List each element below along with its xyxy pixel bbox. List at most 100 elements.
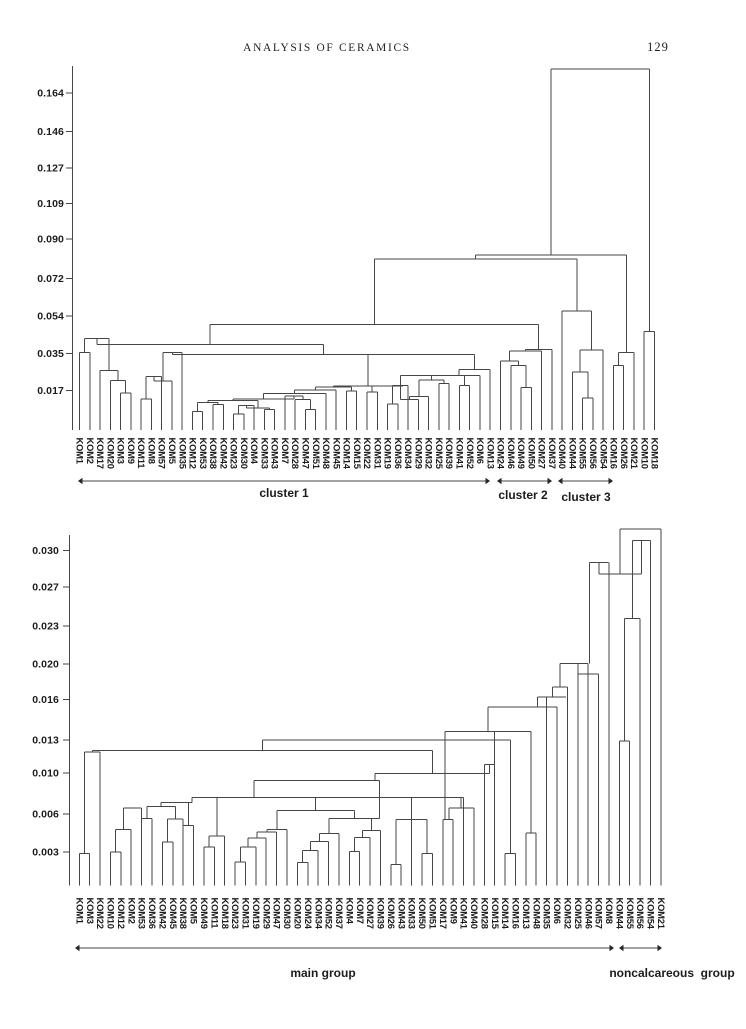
svg-text:KOM20: KOM20 bbox=[293, 898, 304, 929]
svg-text:KOM55: KOM55 bbox=[578, 438, 589, 469]
svg-text:KOM30: KOM30 bbox=[239, 438, 250, 469]
svg-text:KOM14: KOM14 bbox=[500, 898, 511, 930]
svg-text:0.023: 0.023 bbox=[32, 621, 59, 633]
svg-text:KOM57: KOM57 bbox=[594, 898, 605, 929]
svg-text:KOM21: KOM21 bbox=[629, 438, 640, 469]
svg-text:KOM10: KOM10 bbox=[639, 438, 650, 469]
svg-text:KOM19: KOM19 bbox=[251, 898, 262, 929]
svg-text:0.072: 0.072 bbox=[37, 273, 64, 285]
svg-text:KOM25: KOM25 bbox=[434, 438, 445, 469]
svg-text:KOM39: KOM39 bbox=[444, 438, 455, 469]
svg-text:KOM20: KOM20 bbox=[105, 438, 116, 469]
svg-text:0.164: 0.164 bbox=[37, 88, 64, 100]
svg-text:KOM40: KOM40 bbox=[557, 438, 568, 469]
svg-text:0.030: 0.030 bbox=[32, 545, 59, 557]
svg-text:KOM5: KOM5 bbox=[189, 898, 200, 924]
svg-text:0.035: 0.035 bbox=[37, 348, 64, 360]
svg-text:KOM16: KOM16 bbox=[511, 898, 522, 929]
svg-text:main group: main group bbox=[290, 966, 355, 980]
svg-text:KOM44: KOM44 bbox=[568, 438, 579, 470]
svg-text:KOM39: KOM39 bbox=[376, 898, 387, 929]
svg-text:KOM44: KOM44 bbox=[614, 898, 625, 930]
svg-text:KOM35: KOM35 bbox=[177, 438, 188, 469]
svg-text:cluster 1: cluster 1 bbox=[259, 486, 309, 500]
svg-text:0.020: 0.020 bbox=[32, 659, 59, 671]
svg-text:KOM4: KOM4 bbox=[249, 438, 260, 465]
svg-text:KOM12: KOM12 bbox=[116, 898, 127, 929]
svg-text:KOM9: KOM9 bbox=[126, 438, 137, 464]
svg-text:KOM1: KOM1 bbox=[75, 438, 86, 464]
svg-text:KOM56: KOM56 bbox=[588, 438, 599, 469]
svg-text:KOM38: KOM38 bbox=[178, 898, 189, 929]
svg-text:KOM42: KOM42 bbox=[218, 438, 229, 469]
svg-text:KOM8: KOM8 bbox=[604, 898, 615, 924]
svg-text:KOM31: KOM31 bbox=[241, 898, 252, 929]
svg-text:KOM48: KOM48 bbox=[531, 898, 542, 929]
svg-text:KOM52: KOM52 bbox=[324, 898, 335, 929]
svg-text:KOM48: KOM48 bbox=[321, 438, 332, 469]
svg-text:KOM4: KOM4 bbox=[344, 898, 355, 925]
svg-text:KOM19: KOM19 bbox=[383, 438, 394, 469]
svg-text:0.054: 0.054 bbox=[37, 311, 64, 323]
svg-text:KOM36: KOM36 bbox=[393, 438, 404, 469]
svg-text:KOM32: KOM32 bbox=[563, 898, 574, 929]
svg-text:noncalcareous group: noncalcareous group bbox=[609, 966, 734, 980]
svg-text:KOM46: KOM46 bbox=[583, 898, 594, 929]
svg-text:KOM27: KOM27 bbox=[365, 898, 376, 929]
svg-text:KOM18: KOM18 bbox=[220, 898, 231, 929]
svg-text:KOM1: KOM1 bbox=[74, 898, 85, 924]
svg-text:KOM7: KOM7 bbox=[355, 898, 366, 924]
svg-text:KOM27: KOM27 bbox=[537, 438, 548, 469]
svg-text:KOM17: KOM17 bbox=[95, 438, 106, 469]
svg-text:KOM16: KOM16 bbox=[609, 438, 620, 469]
svg-text:0.027: 0.027 bbox=[32, 582, 59, 594]
svg-text:KOM3: KOM3 bbox=[85, 898, 96, 924]
svg-text:KOM15: KOM15 bbox=[352, 438, 363, 469]
svg-text:KOM50: KOM50 bbox=[417, 898, 428, 929]
svg-text:KOM49: KOM49 bbox=[516, 438, 527, 469]
svg-text:KOM30: KOM30 bbox=[282, 898, 293, 929]
svg-text:KOM42: KOM42 bbox=[158, 898, 169, 929]
svg-text:KOM53: KOM53 bbox=[137, 898, 148, 929]
svg-text:KOM10: KOM10 bbox=[106, 898, 117, 929]
svg-text:KOM43: KOM43 bbox=[270, 438, 281, 469]
svg-text:KOM45: KOM45 bbox=[331, 438, 342, 469]
svg-text:KOM57: KOM57 bbox=[157, 438, 168, 469]
svg-text:KOM23: KOM23 bbox=[229, 438, 240, 469]
svg-text:0.010: 0.010 bbox=[32, 768, 59, 780]
svg-text:KOM56: KOM56 bbox=[635, 898, 646, 929]
svg-text:KOM40: KOM40 bbox=[469, 898, 480, 929]
svg-text:0.109: 0.109 bbox=[37, 198, 64, 210]
svg-text:KOM6: KOM6 bbox=[552, 898, 563, 924]
svg-text:KOM37: KOM37 bbox=[334, 898, 345, 929]
svg-text:KOM54: KOM54 bbox=[598, 438, 609, 470]
svg-text:KOM37: KOM37 bbox=[547, 438, 558, 469]
svg-text:0.146: 0.146 bbox=[37, 126, 64, 138]
svg-text:KOM26: KOM26 bbox=[619, 438, 630, 469]
svg-text:KOM2: KOM2 bbox=[85, 438, 96, 464]
svg-text:KOM9: KOM9 bbox=[448, 898, 459, 924]
svg-text:KOM46: KOM46 bbox=[506, 438, 517, 469]
svg-text:KOM12: KOM12 bbox=[188, 438, 199, 469]
svg-text:KOM14: KOM14 bbox=[342, 438, 353, 470]
svg-text:KOM7: KOM7 bbox=[280, 438, 291, 464]
svg-text:0.006: 0.006 bbox=[32, 809, 59, 821]
svg-text:KOM45: KOM45 bbox=[168, 898, 179, 929]
svg-text:KOM38: KOM38 bbox=[208, 438, 219, 469]
svg-text:cluster 3: cluster 3 bbox=[561, 490, 611, 504]
svg-text:0.003: 0.003 bbox=[32, 847, 59, 859]
svg-text:KOM11: KOM11 bbox=[136, 438, 147, 469]
svg-text:KOM15: KOM15 bbox=[490, 898, 501, 929]
svg-text:KOM24: KOM24 bbox=[303, 898, 314, 930]
svg-text:129: 129 bbox=[647, 40, 669, 54]
svg-text:KOM23: KOM23 bbox=[230, 898, 241, 929]
svg-text:0.013: 0.013 bbox=[32, 735, 59, 747]
svg-text:KOM52: KOM52 bbox=[465, 438, 476, 469]
svg-text:ANALYSIS OF CERAMICS: ANALYSIS OF CERAMICS bbox=[243, 42, 411, 54]
svg-text:KOM49: KOM49 bbox=[199, 898, 210, 929]
svg-text:KOM13: KOM13 bbox=[485, 438, 496, 469]
svg-text:KOM13: KOM13 bbox=[521, 898, 532, 929]
svg-text:KOM5: KOM5 bbox=[167, 438, 178, 464]
svg-text:KOM8: KOM8 bbox=[147, 438, 158, 464]
svg-text:KOM51: KOM51 bbox=[428, 898, 439, 929]
